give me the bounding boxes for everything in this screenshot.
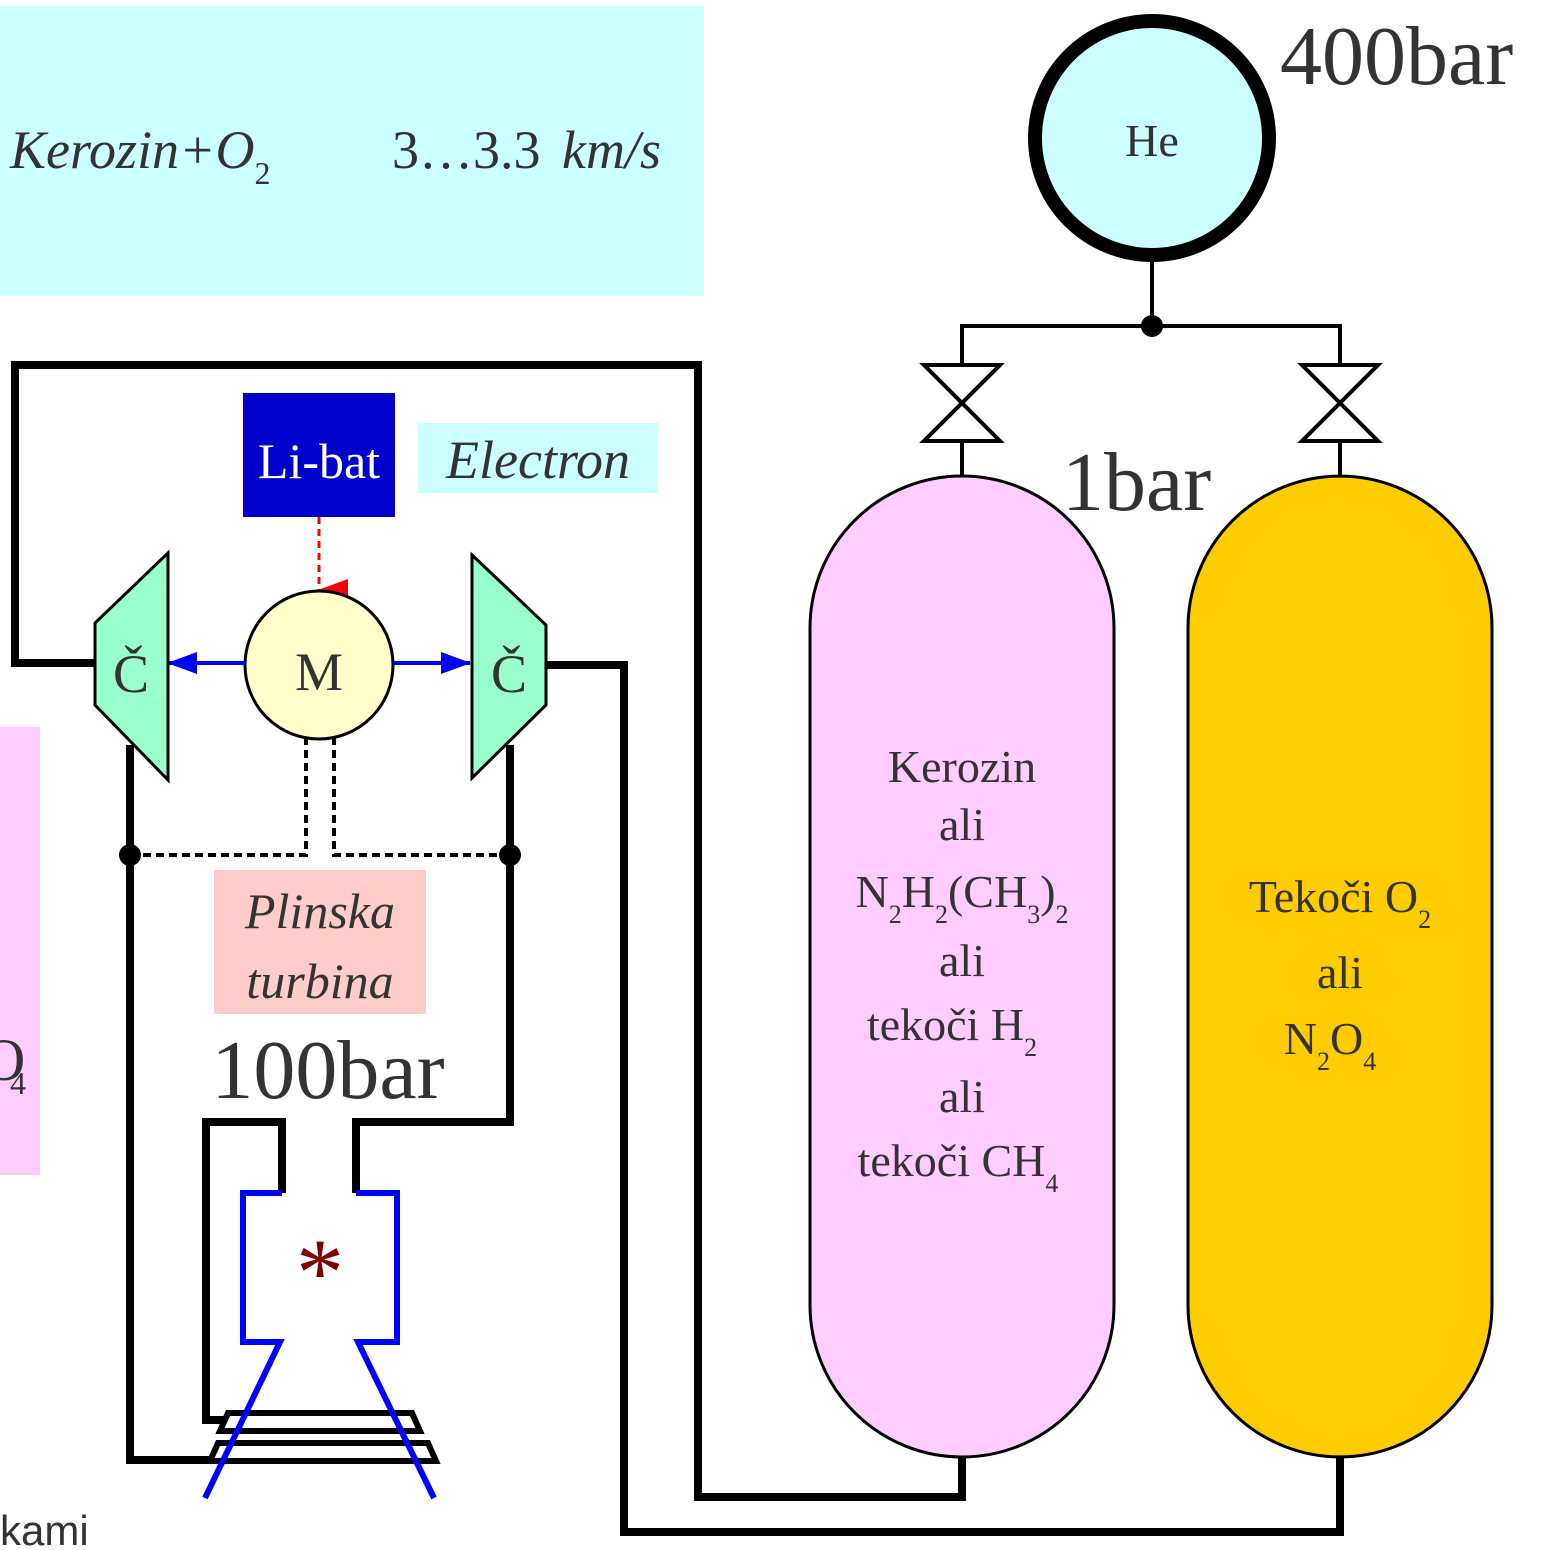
pump-left [93, 549, 170, 784]
left-fragment-sub: 4 [10, 1065, 26, 1101]
fuel-tank [808, 474, 1116, 1459]
fuel-tank-text: Kerozin ali N2H2(CH3)2 ali tekoči H2 ali… [855, 741, 1068, 1198]
turbine-shaft [130, 738, 510, 857]
fuel-line1: Kerozin [888, 741, 1036, 792]
formula-sub: 2 [254, 155, 270, 191]
pump-right-label: Č [491, 644, 527, 704]
valve-oxidizer[interactable] [1297, 363, 1383, 443]
left-fragment-glyph: O [0, 1027, 25, 1093]
helium-label: He [1125, 115, 1179, 166]
cooling-jacket [205, 1410, 441, 1464]
chamber-symbol: * [296, 1219, 344, 1326]
gas-turbine-line2: turbina [246, 953, 393, 1009]
left-pink-panel [0, 727, 40, 1175]
battery [243, 393, 395, 517]
fuel-line7: tekoči CH4 [858, 1135, 1059, 1198]
battery-label: Li-bat [258, 433, 380, 489]
feed-lines [11, 361, 1344, 1536]
pump-left-label: Č [113, 644, 149, 704]
chamber-pressure: 100bar [211, 1024, 444, 1117]
pump-right [470, 551, 548, 782]
ox-line1: Tekoči O2 [1249, 871, 1431, 934]
fuel-line5: tekoči H2 [867, 999, 1037, 1062]
valve-fuel[interactable] [919, 363, 1005, 443]
bottom-left-text: kami [0, 1507, 89, 1550]
helium-pressure: 400bar [1280, 10, 1513, 103]
tank-pressure-label: 1bar [1062, 436, 1211, 529]
junction-left [119, 844, 141, 866]
speed-text: 3…3.3 [392, 120, 541, 180]
electron-label: Electron [445, 430, 630, 490]
gas-turbine-line1: Plinska [244, 883, 395, 939]
helium-junction [1141, 315, 1163, 337]
unit-text: km/s [562, 120, 661, 180]
fuel-line4: ali [939, 935, 985, 986]
fuel-line6: ali [939, 1071, 985, 1122]
motor-label: M [295, 642, 343, 702]
electron-label-bg [418, 423, 658, 493]
ox-line2: ali [1317, 947, 1363, 998]
fuel-line3: N2H2(CH3)2 [855, 866, 1068, 929]
oxidizer-tank-text: Tekoči O2 ali N2O4 [1249, 871, 1431, 1076]
formula-prefix: Kerozin+O [9, 120, 254, 180]
svg-text:Kerozin+O2: Kerozin+O2 [9, 120, 270, 191]
oxidizer-tank [1186, 474, 1494, 1459]
fuel-line2: ali [939, 799, 985, 850]
gas-turbine-box [214, 870, 426, 1014]
junction-right [499, 844, 521, 866]
header-box [0, 6, 704, 296]
combustion-chamber [202, 1190, 437, 1500]
ox-line3: N2O4 [1284, 1013, 1376, 1076]
